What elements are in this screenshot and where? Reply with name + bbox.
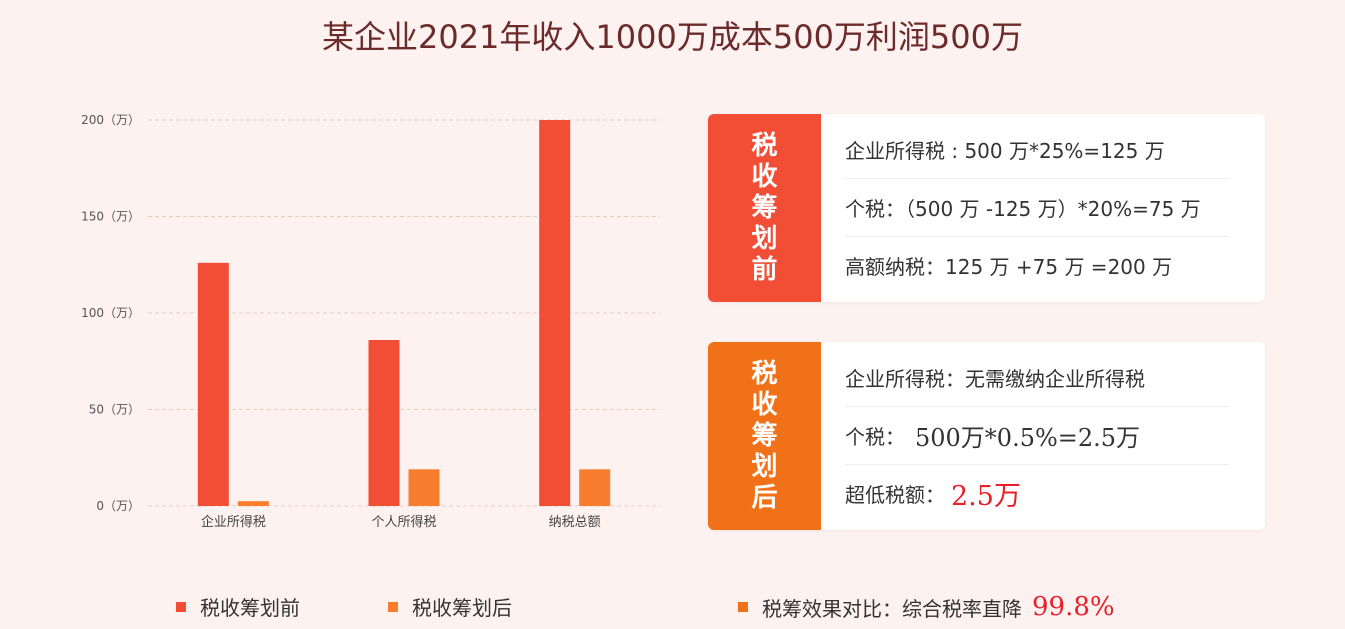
after-low-tax-label: 超低税额： — [845, 483, 945, 507]
y-tick-label: 50（万） — [89, 403, 140, 417]
legend-after: 税收筹划后 — [388, 592, 512, 621]
bar-before-2 — [539, 120, 571, 506]
before-line-personal-tax: 个税：（500 万 -125 万）*20%=75 万 — [845, 178, 1229, 236]
after-line-personal-tax: 个税： 500万*0.5%=2.5万 — [845, 406, 1229, 464]
after-planning-card: 税收筹划后 企业所得税：无需缴纳企业所得税 个税： 500万*0.5%=2.5万… — [708, 342, 1265, 530]
legend-compare-label: 税筹效果对比：综合税率直降 — [762, 596, 1022, 621]
y-tick-label: 150（万） — [81, 210, 140, 224]
before-planning-card: 税收筹划前 企业所得税 : 500 万*25%=125 万 个税：（500 万 … — [708, 114, 1265, 302]
before-line-total-tax: 高额纳税：125 万 +75 万 =200 万 — [845, 236, 1229, 294]
before-planning-tag-text: 税收筹划前 — [751, 130, 778, 285]
legend-before-swatch — [176, 601, 186, 612]
y-tick-label: 0（万） — [96, 499, 140, 513]
legend-before-label: 税收筹划前 — [200, 596, 300, 620]
before-line-corporate-tax: 企业所得税 : 500 万*25%=125 万 — [845, 138, 1165, 163]
after-low-tax-value: 2.5万 — [951, 481, 1021, 512]
after-personal-tax-value: 500万*0.5%=2.5万 — [915, 424, 1141, 452]
tax-bar-chart: 0（万） 50（万） 100（万） 150（万） 200（万） 企业所得税 个人所得税 纳税… — [81, 113, 660, 530]
bar-after-0 — [237, 501, 269, 506]
legend-after-swatch — [388, 601, 398, 612]
y-tick-label: 200（万） — [81, 113, 140, 127]
legend-before: 税收筹划前 — [176, 592, 300, 621]
page-title: 某企业2021年收入1000万成本500万利润500万 — [321, 18, 1024, 56]
after-line-corporate-tax: 企业所得税：无需缴纳企业所得税 — [845, 366, 1145, 391]
after-line-low-tax: 超低税额： 2.5万 — [845, 464, 1229, 522]
legend-compare-swatch — [738, 602, 748, 612]
x-tick-label: 个人所得税 — [371, 514, 436, 530]
bar-after-1 — [408, 469, 440, 506]
before-planning-tag: 税收筹划前 — [708, 114, 821, 302]
after-personal-tax-label: 个税： — [845, 425, 905, 449]
y-tick-label: 100（万） — [81, 306, 140, 320]
legend-after-label: 税收筹划后 — [412, 596, 512, 620]
x-tick-label: 企业所得税 — [201, 514, 266, 530]
chart-grid — [148, 119, 660, 507]
bar-after-2 — [579, 469, 611, 506]
legend-compare-value: 99.8% — [1032, 592, 1115, 622]
bar-before-1 — [368, 340, 400, 506]
x-axis-ticks: 企业所得税 个人所得税 纳税总额 — [201, 514, 601, 530]
y-axis-ticks: 0（万） 50（万） 100（万） 150（万） 200（万） — [81, 113, 140, 513]
legend-compare: 税筹效果对比：综合税率直降 99.8% — [738, 592, 1115, 622]
after-planning-tag: 税收筹划后 — [708, 342, 821, 530]
chart-bars — [197, 120, 611, 506]
after-planning-tag-text: 税收筹划后 — [751, 358, 778, 513]
x-tick-label: 纳税总额 — [549, 515, 601, 530]
bar-before-0 — [197, 262, 229, 506]
